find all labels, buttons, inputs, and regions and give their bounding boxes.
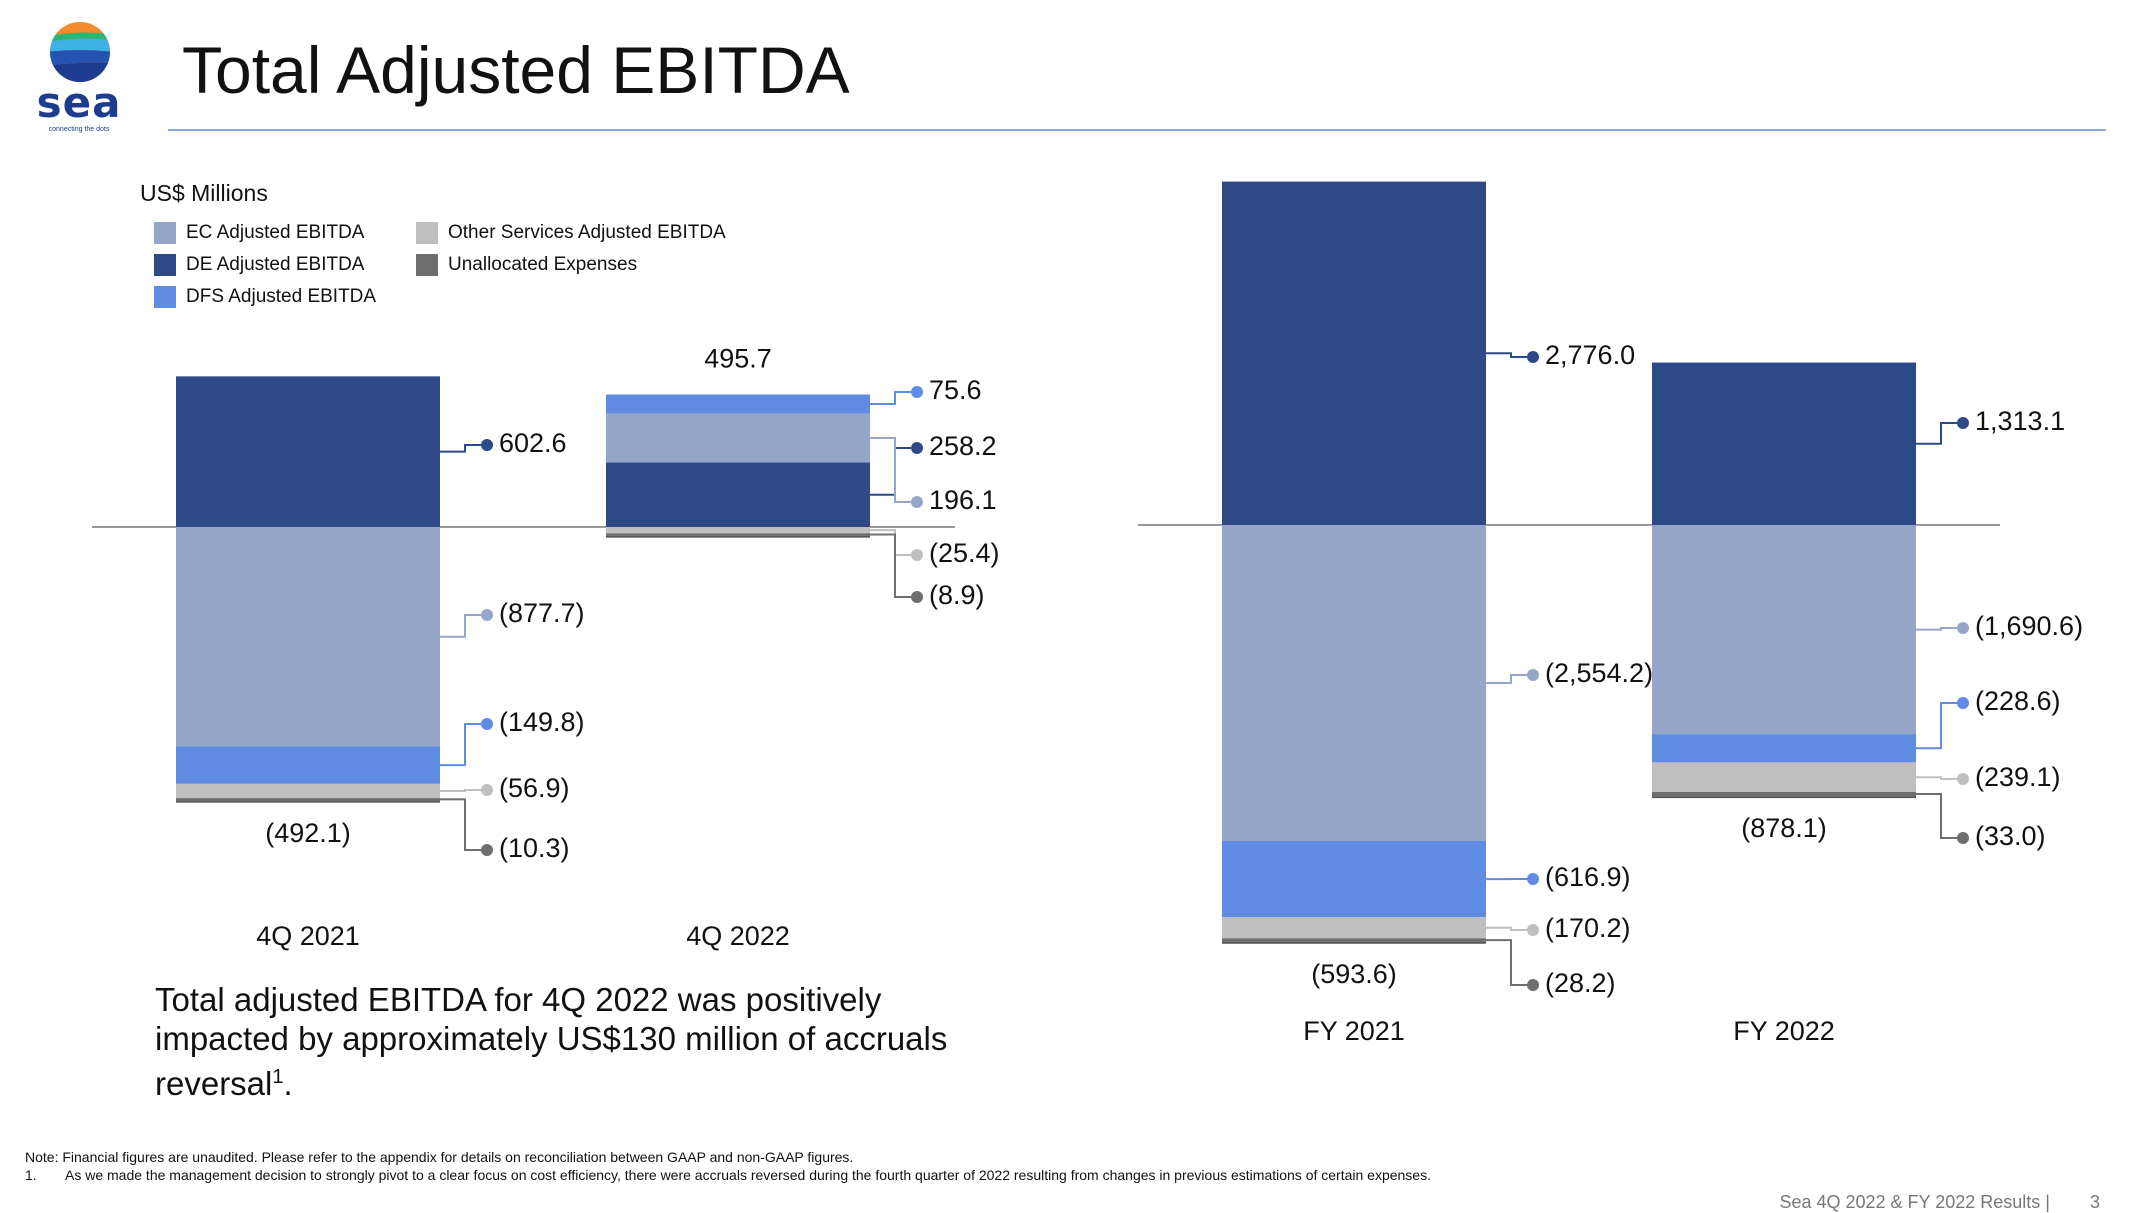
footnote-note: Note: Financial figures are unaudited. P… bbox=[25, 1148, 1431, 1166]
bar-de-fy-2022 bbox=[1652, 363, 1916, 525]
callout-line-de-fy-2022 bbox=[1916, 423, 1957, 444]
data-label-unalloc-4q-2022: (8.9) bbox=[929, 580, 985, 610]
callout-line-de-fy-2021 bbox=[1486, 353, 1527, 357]
bar-dfs-4q-2022 bbox=[606, 395, 870, 414]
data-label-other-fy-2021: (170.2) bbox=[1545, 913, 1631, 943]
footer-source: Sea 4Q 2022 & FY 2022 Results | bbox=[1779, 1192, 2050, 1212]
data-label-de-4q-2022: 258.2 bbox=[929, 431, 997, 461]
bar-unalloc-4q-2021 bbox=[176, 798, 440, 801]
data-label-de-fy-2021: 2,776.0 bbox=[1545, 340, 1635, 370]
data-label-dfs-4q-2021: (149.8) bbox=[499, 707, 585, 737]
bar-ec-fy-2022 bbox=[1652, 525, 1916, 734]
callout-dot-dfs-4q-2021 bbox=[481, 718, 493, 730]
callout-dot-unalloc-fy-2021 bbox=[1527, 979, 1539, 991]
category-label-fy-2021: FY 2021 bbox=[1303, 1016, 1405, 1046]
callout-line-other-fy-2021 bbox=[1486, 928, 1527, 930]
category-label-4q-2022: 4Q 2022 bbox=[686, 921, 790, 951]
bar-ec-4q-2022 bbox=[606, 413, 870, 462]
data-label-unalloc-fy-2021: (28.2) bbox=[1545, 968, 1616, 998]
callout-line-unalloc-fy-2022 bbox=[1916, 794, 1957, 838]
callout-dot-dfs-4q-2022 bbox=[911, 386, 923, 398]
data-label-ec-4q-2022: 196.1 bbox=[929, 485, 997, 515]
footnote-number: 1. bbox=[25, 1166, 65, 1184]
page-number: 3 bbox=[2090, 1192, 2100, 1212]
callout-dot-unalloc-4q-2021 bbox=[481, 844, 493, 856]
bar-unalloc-4q-2022 bbox=[606, 533, 870, 535]
callout-dot-ec-4q-2022 bbox=[911, 496, 923, 508]
total-label-fy-2021: (593.6) bbox=[1311, 959, 1397, 989]
callout-dot-other-fy-2022 bbox=[1957, 773, 1969, 785]
callout-dot-de-4q-2022 bbox=[911, 442, 923, 454]
data-label-unalloc-fy-2022: (33.0) bbox=[1975, 821, 2046, 851]
total-label-4q-2021: (492.1) bbox=[265, 818, 351, 848]
bar-unalloc-fy-2022 bbox=[1652, 792, 1916, 796]
page-footer: Sea 4Q 2022 & FY 2022 Results | 3 bbox=[1779, 1192, 2100, 1213]
callout-dot-ec-4q-2021 bbox=[481, 609, 493, 621]
bar-dfs-4q-2021 bbox=[176, 746, 440, 783]
data-label-ec-fy-2022: (1,690.6) bbox=[1975, 611, 2083, 641]
total-label-fy-2022: (878.1) bbox=[1741, 813, 1827, 843]
callout-dot-other-fy-2021 bbox=[1527, 924, 1539, 936]
callout-dot-unalloc-fy-2022 bbox=[1957, 832, 1969, 844]
callout-line-dfs-4q-2022 bbox=[870, 392, 911, 404]
data-label-dfs-fy-2021: (616.9) bbox=[1545, 862, 1631, 892]
bar-de-4q-2022 bbox=[606, 462, 870, 527]
data-label-ec-4q-2021: (877.7) bbox=[499, 598, 585, 628]
callout-line-dfs-fy-2022 bbox=[1916, 703, 1957, 748]
callout-line-de-4q-2021 bbox=[440, 445, 481, 452]
bar-ec-4q-2021 bbox=[176, 527, 440, 746]
commentary-footnote-ref: 1 bbox=[272, 1066, 283, 1088]
commentary-text: Total adjusted EBITDA for 4Q 2022 was po… bbox=[155, 980, 975, 1103]
callout-line-ec-fy-2022 bbox=[1916, 628, 1957, 630]
bar-dfs-fy-2022 bbox=[1652, 734, 1916, 762]
callout-line-dfs-4q-2021 bbox=[440, 724, 481, 765]
callout-line-unalloc-4q-2021 bbox=[440, 799, 481, 850]
callout-line-de-4q-2022 bbox=[870, 448, 911, 495]
callout-line-other-4q-2021 bbox=[440, 790, 481, 791]
callout-line-other-fy-2022 bbox=[1916, 777, 1957, 779]
callout-line-unalloc-4q-2022 bbox=[870, 534, 911, 597]
bar-other-fy-2022 bbox=[1652, 762, 1916, 792]
commentary-end: . bbox=[284, 1065, 293, 1102]
bar-de-fy-2021 bbox=[1222, 182, 1486, 525]
callout-line-unalloc-fy-2021 bbox=[1486, 940, 1527, 985]
footnotes: Note: Financial figures are unaudited. P… bbox=[25, 1148, 1431, 1184]
callout-dot-dfs-fy-2021 bbox=[1527, 873, 1539, 885]
footnote-item: 1.As we made the management decision to … bbox=[25, 1166, 1431, 1184]
category-label-fy-2022: FY 2022 bbox=[1733, 1016, 1835, 1046]
callout-dot-de-fy-2022 bbox=[1957, 417, 1969, 429]
callout-dot-dfs-fy-2022 bbox=[1957, 697, 1969, 709]
callout-dot-unalloc-4q-2022 bbox=[911, 591, 923, 603]
bar-other-4q-2022 bbox=[606, 527, 870, 533]
bar-dfs-fy-2021 bbox=[1222, 841, 1486, 917]
data-label-ec-fy-2021: (2,554.2) bbox=[1545, 658, 1653, 688]
callout-line-ec-fy-2021 bbox=[1486, 675, 1527, 683]
bar-ec-fy-2021 bbox=[1222, 525, 1486, 841]
category-label-4q-2021: 4Q 2021 bbox=[256, 921, 360, 951]
callout-dot-de-4q-2021 bbox=[481, 439, 493, 451]
callout-dot-ec-fy-2021 bbox=[1527, 669, 1539, 681]
bar-de-4q-2021 bbox=[176, 376, 440, 527]
total-label-4q-2022: 495.7 bbox=[704, 344, 772, 374]
data-label-dfs-fy-2022: (228.6) bbox=[1975, 686, 2061, 716]
data-label-other-4q-2021: (56.9) bbox=[499, 773, 570, 803]
callout-line-ec-4q-2021 bbox=[440, 615, 481, 637]
callout-dot-de-fy-2021 bbox=[1527, 351, 1539, 363]
data-label-other-fy-2022: (239.1) bbox=[1975, 762, 2061, 792]
footnote-text: As we made the management decision to st… bbox=[65, 1167, 1431, 1183]
callout-dot-ec-fy-2022 bbox=[1957, 622, 1969, 634]
bar-other-fy-2021 bbox=[1222, 917, 1486, 938]
bar-unalloc-fy-2021 bbox=[1222, 938, 1486, 941]
data-label-de-fy-2022: 1,313.1 bbox=[1975, 406, 2065, 436]
callout-dot-other-4q-2021 bbox=[481, 784, 493, 796]
data-label-dfs-4q-2022: 75.6 bbox=[929, 375, 982, 405]
data-label-other-4q-2022: (25.4) bbox=[929, 538, 1000, 568]
data-label-de-4q-2021: 602.6 bbox=[499, 428, 567, 458]
bar-other-4q-2021 bbox=[176, 784, 440, 798]
data-label-unalloc-4q-2021: (10.3) bbox=[499, 833, 570, 863]
callout-dot-other-4q-2022 bbox=[911, 549, 923, 561]
